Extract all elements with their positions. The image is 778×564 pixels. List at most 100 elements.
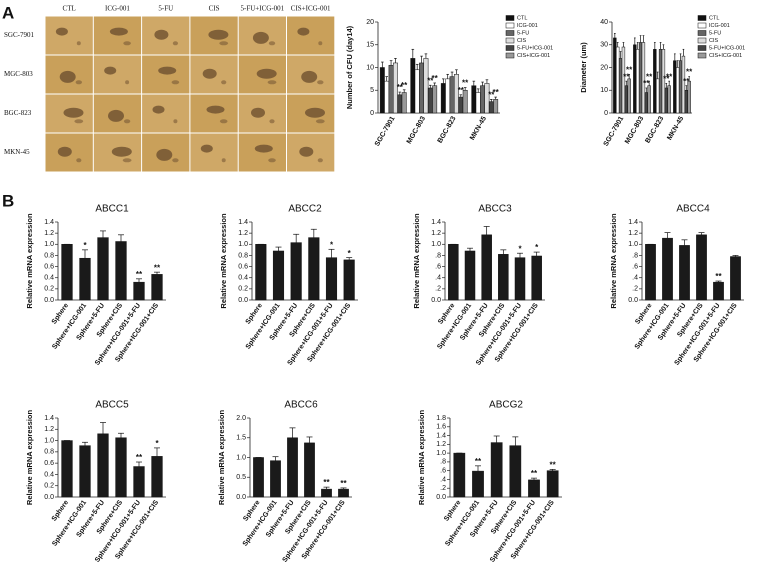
significance: ** bbox=[550, 460, 557, 469]
legend-swatch bbox=[505, 52, 515, 59]
y-tick-label: .8 bbox=[440, 459, 446, 466]
colony bbox=[152, 105, 165, 114]
photo-cell bbox=[190, 133, 238, 172]
error-bar bbox=[653, 42, 656, 50]
y-tick-label: 5 bbox=[370, 87, 374, 94]
colony bbox=[171, 80, 180, 85]
panel-label: A bbox=[2, 3, 14, 22]
bar bbox=[462, 90, 468, 114]
colony bbox=[122, 158, 132, 163]
error-bar bbox=[420, 55, 423, 63]
error-bar bbox=[676, 60, 679, 68]
bar bbox=[616, 46, 620, 114]
bar bbox=[427, 87, 433, 114]
error-bar bbox=[389, 60, 393, 66]
significance: ** bbox=[715, 272, 722, 281]
significance: ** bbox=[686, 68, 693, 77]
colony bbox=[76, 158, 82, 163]
error-bar bbox=[512, 436, 519, 446]
panel-label: B bbox=[2, 191, 14, 210]
error-bar bbox=[665, 83, 668, 88]
significance: ** bbox=[432, 74, 439, 83]
colony bbox=[172, 41, 179, 46]
y-tick-label: 30 bbox=[600, 42, 608, 49]
error-bar bbox=[346, 257, 353, 260]
significance: * bbox=[155, 439, 159, 448]
colony bbox=[317, 158, 323, 163]
colony bbox=[254, 144, 273, 153]
bar bbox=[432, 85, 438, 114]
bar bbox=[449, 76, 455, 114]
photo-grid: CTL ICG-001 5-FU CIS 5-FU+ICG-001 CIS+ICG-001… bbox=[4, 5, 335, 172]
bar bbox=[343, 259, 355, 301]
y-tick-label: 0.0 bbox=[44, 297, 54, 304]
bar bbox=[679, 245, 690, 301]
bar bbox=[684, 90, 688, 114]
y-tick-label: .6 bbox=[440, 468, 446, 475]
y-tick-label: 1.2 bbox=[628, 230, 638, 237]
y-tick-label: 0.0 bbox=[44, 494, 54, 501]
significance: ** bbox=[136, 270, 143, 279]
y-tick-label: 1.4 bbox=[44, 219, 54, 226]
y-tick-label: 40 bbox=[600, 19, 608, 26]
colony bbox=[123, 41, 131, 46]
y-tick-label: 20 bbox=[600, 64, 608, 71]
bar bbox=[633, 44, 637, 114]
significance: ** bbox=[683, 77, 690, 86]
legend-swatch bbox=[697, 22, 707, 29]
bar bbox=[627, 78, 631, 114]
colony bbox=[206, 105, 225, 114]
bar bbox=[61, 244, 73, 301]
significance: ** bbox=[493, 88, 500, 97]
error-bar bbox=[622, 42, 625, 48]
y-tick-label: 20 bbox=[366, 19, 374, 26]
bar bbox=[97, 237, 109, 301]
colony bbox=[304, 107, 325, 118]
y-tick-label: 0.2 bbox=[44, 286, 54, 293]
y-tick-label: .4 bbox=[440, 476, 446, 483]
error-bar bbox=[715, 280, 722, 283]
significance: ** bbox=[397, 83, 404, 92]
colony bbox=[173, 119, 178, 124]
bar bbox=[528, 479, 540, 498]
legend-label: ICG-001 bbox=[517, 23, 538, 29]
significance: * bbox=[330, 240, 334, 249]
bar bbox=[644, 92, 648, 114]
colony bbox=[104, 66, 117, 75]
y-tick-label: 1.4 bbox=[238, 219, 248, 226]
bar bbox=[493, 99, 499, 114]
error-bar bbox=[272, 456, 279, 461]
colony bbox=[172, 158, 179, 163]
row-label: MKN-45 bbox=[4, 148, 30, 156]
bar bbox=[475, 92, 481, 114]
y-tick-label: .4 bbox=[435, 275, 441, 282]
colony bbox=[252, 31, 269, 44]
y-tick-label: 0.6 bbox=[238, 263, 248, 270]
y-tick-label: 0.0 bbox=[628, 297, 638, 304]
bar bbox=[696, 234, 707, 301]
error-bar bbox=[100, 230, 106, 238]
bar bbox=[667, 85, 671, 114]
bar bbox=[636, 49, 640, 114]
significance: * bbox=[535, 243, 539, 252]
y-axis-label: Relative mRNA expression bbox=[417, 410, 426, 506]
error-bar bbox=[118, 234, 124, 242]
bar bbox=[624, 85, 628, 114]
error-bar bbox=[639, 35, 642, 43]
error-bar bbox=[481, 81, 484, 86]
bar bbox=[687, 80, 691, 114]
significance: ** bbox=[626, 65, 633, 74]
legend-label: 5-FU+ICG-001 bbox=[517, 45, 553, 51]
legend-swatch bbox=[697, 37, 707, 44]
bar bbox=[401, 92, 407, 114]
error-bar bbox=[656, 71, 659, 79]
error-bar bbox=[662, 44, 665, 50]
y-tick-label: 1.0 bbox=[628, 241, 638, 248]
colony bbox=[315, 119, 325, 124]
colony bbox=[154, 29, 169, 40]
error-bar bbox=[450, 71, 454, 77]
error-bar bbox=[493, 435, 500, 443]
error-bar bbox=[411, 48, 415, 59]
bar bbox=[498, 254, 509, 301]
bar bbox=[325, 257, 338, 301]
